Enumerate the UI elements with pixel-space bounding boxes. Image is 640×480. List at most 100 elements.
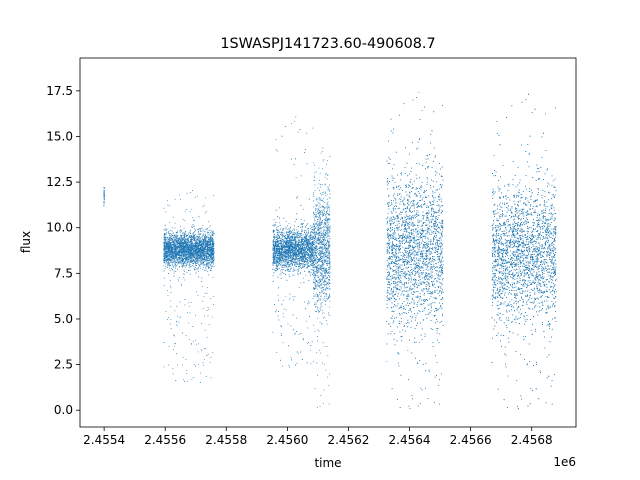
data-point (310, 237, 312, 239)
data-point (185, 254, 187, 256)
data-point (204, 237, 206, 238)
data-point (185, 256, 187, 258)
data-point (173, 241, 175, 242)
data-point (272, 256, 274, 258)
data-point (184, 234, 186, 235)
data-point (188, 256, 190, 258)
data-point (186, 372, 188, 374)
data-point (200, 250, 202, 252)
data-point (202, 266, 204, 268)
data-point (195, 259, 197, 261)
data-point (191, 252, 192, 254)
data-point (199, 251, 201, 253)
data-point (206, 258, 208, 260)
data-point (170, 239, 171, 241)
data-point (193, 250, 195, 252)
data-point (201, 227, 203, 229)
data-point (195, 243, 197, 245)
data-point (212, 242, 213, 244)
data-point (190, 253, 192, 255)
data-point (203, 295, 205, 297)
data-point (185, 231, 186, 233)
data-point (168, 249, 170, 251)
data-point (175, 257, 177, 259)
data-point (104, 195, 105, 197)
data-point (165, 252, 167, 254)
data-point (200, 258, 202, 259)
data-point (197, 247, 198, 249)
data-point (184, 239, 186, 241)
data-point (187, 252, 189, 254)
data-point (172, 266, 174, 268)
data-point (207, 249, 209, 251)
data-point (169, 260, 171, 261)
data-point (289, 256, 290, 257)
data-point (212, 352, 214, 354)
data-point (175, 262, 177, 264)
data-point (178, 245, 179, 247)
data-point (169, 222, 171, 223)
data-point (202, 236, 203, 238)
data-point (198, 253, 200, 255)
data-point (201, 249, 203, 251)
data-point (205, 235, 206, 236)
data-point (187, 239, 189, 240)
data-point (186, 251, 188, 252)
data-point (183, 247, 185, 248)
data-point (201, 250, 203, 251)
data-point (174, 345, 176, 347)
data-point (210, 242, 212, 244)
data-point (294, 254, 296, 255)
data-point (167, 260, 169, 262)
data-point (206, 251, 208, 253)
data-point (175, 249, 177, 250)
data-point (206, 245, 208, 247)
data-point (273, 255, 275, 257)
data-point (203, 348, 205, 350)
data-point (194, 269, 196, 271)
data-point (204, 292, 206, 294)
data-point (194, 250, 196, 252)
data-point (301, 237, 303, 239)
data-point (164, 253, 166, 255)
data-point (177, 257, 179, 258)
data-point (204, 261, 206, 262)
data-point (212, 257, 214, 258)
data-point (193, 255, 195, 257)
data-point (209, 246, 210, 248)
data-point (189, 256, 191, 258)
data-point (307, 257, 309, 258)
data-point (304, 236, 306, 238)
data-point (193, 364, 195, 365)
data-point (212, 258, 214, 260)
data-point (210, 254, 212, 256)
data-point (191, 248, 192, 250)
data-point (181, 251, 182, 253)
data-point (204, 254, 205, 256)
data-point (300, 226, 302, 228)
data-point (204, 238, 205, 240)
data-point (164, 229, 166, 231)
data-point (182, 357, 184, 358)
data-point (204, 229, 206, 231)
data-point (190, 246, 191, 248)
data-point (168, 231, 170, 232)
data-point (163, 207, 165, 209)
data-point (198, 250, 200, 251)
data-point (175, 255, 177, 256)
data-point (200, 251, 202, 253)
data-point (204, 251, 206, 253)
data-point (168, 250, 170, 251)
data-point (173, 334, 175, 336)
data-point (168, 253, 170, 255)
data-point (171, 255, 173, 257)
data-point (306, 236, 307, 238)
data-point (206, 262, 208, 264)
data-point (187, 247, 189, 249)
data-point (191, 254, 193, 255)
data-point (213, 195, 214, 197)
data-point (183, 261, 185, 263)
data-point (191, 247, 193, 249)
data-point (200, 258, 202, 260)
data-point (278, 264, 280, 266)
